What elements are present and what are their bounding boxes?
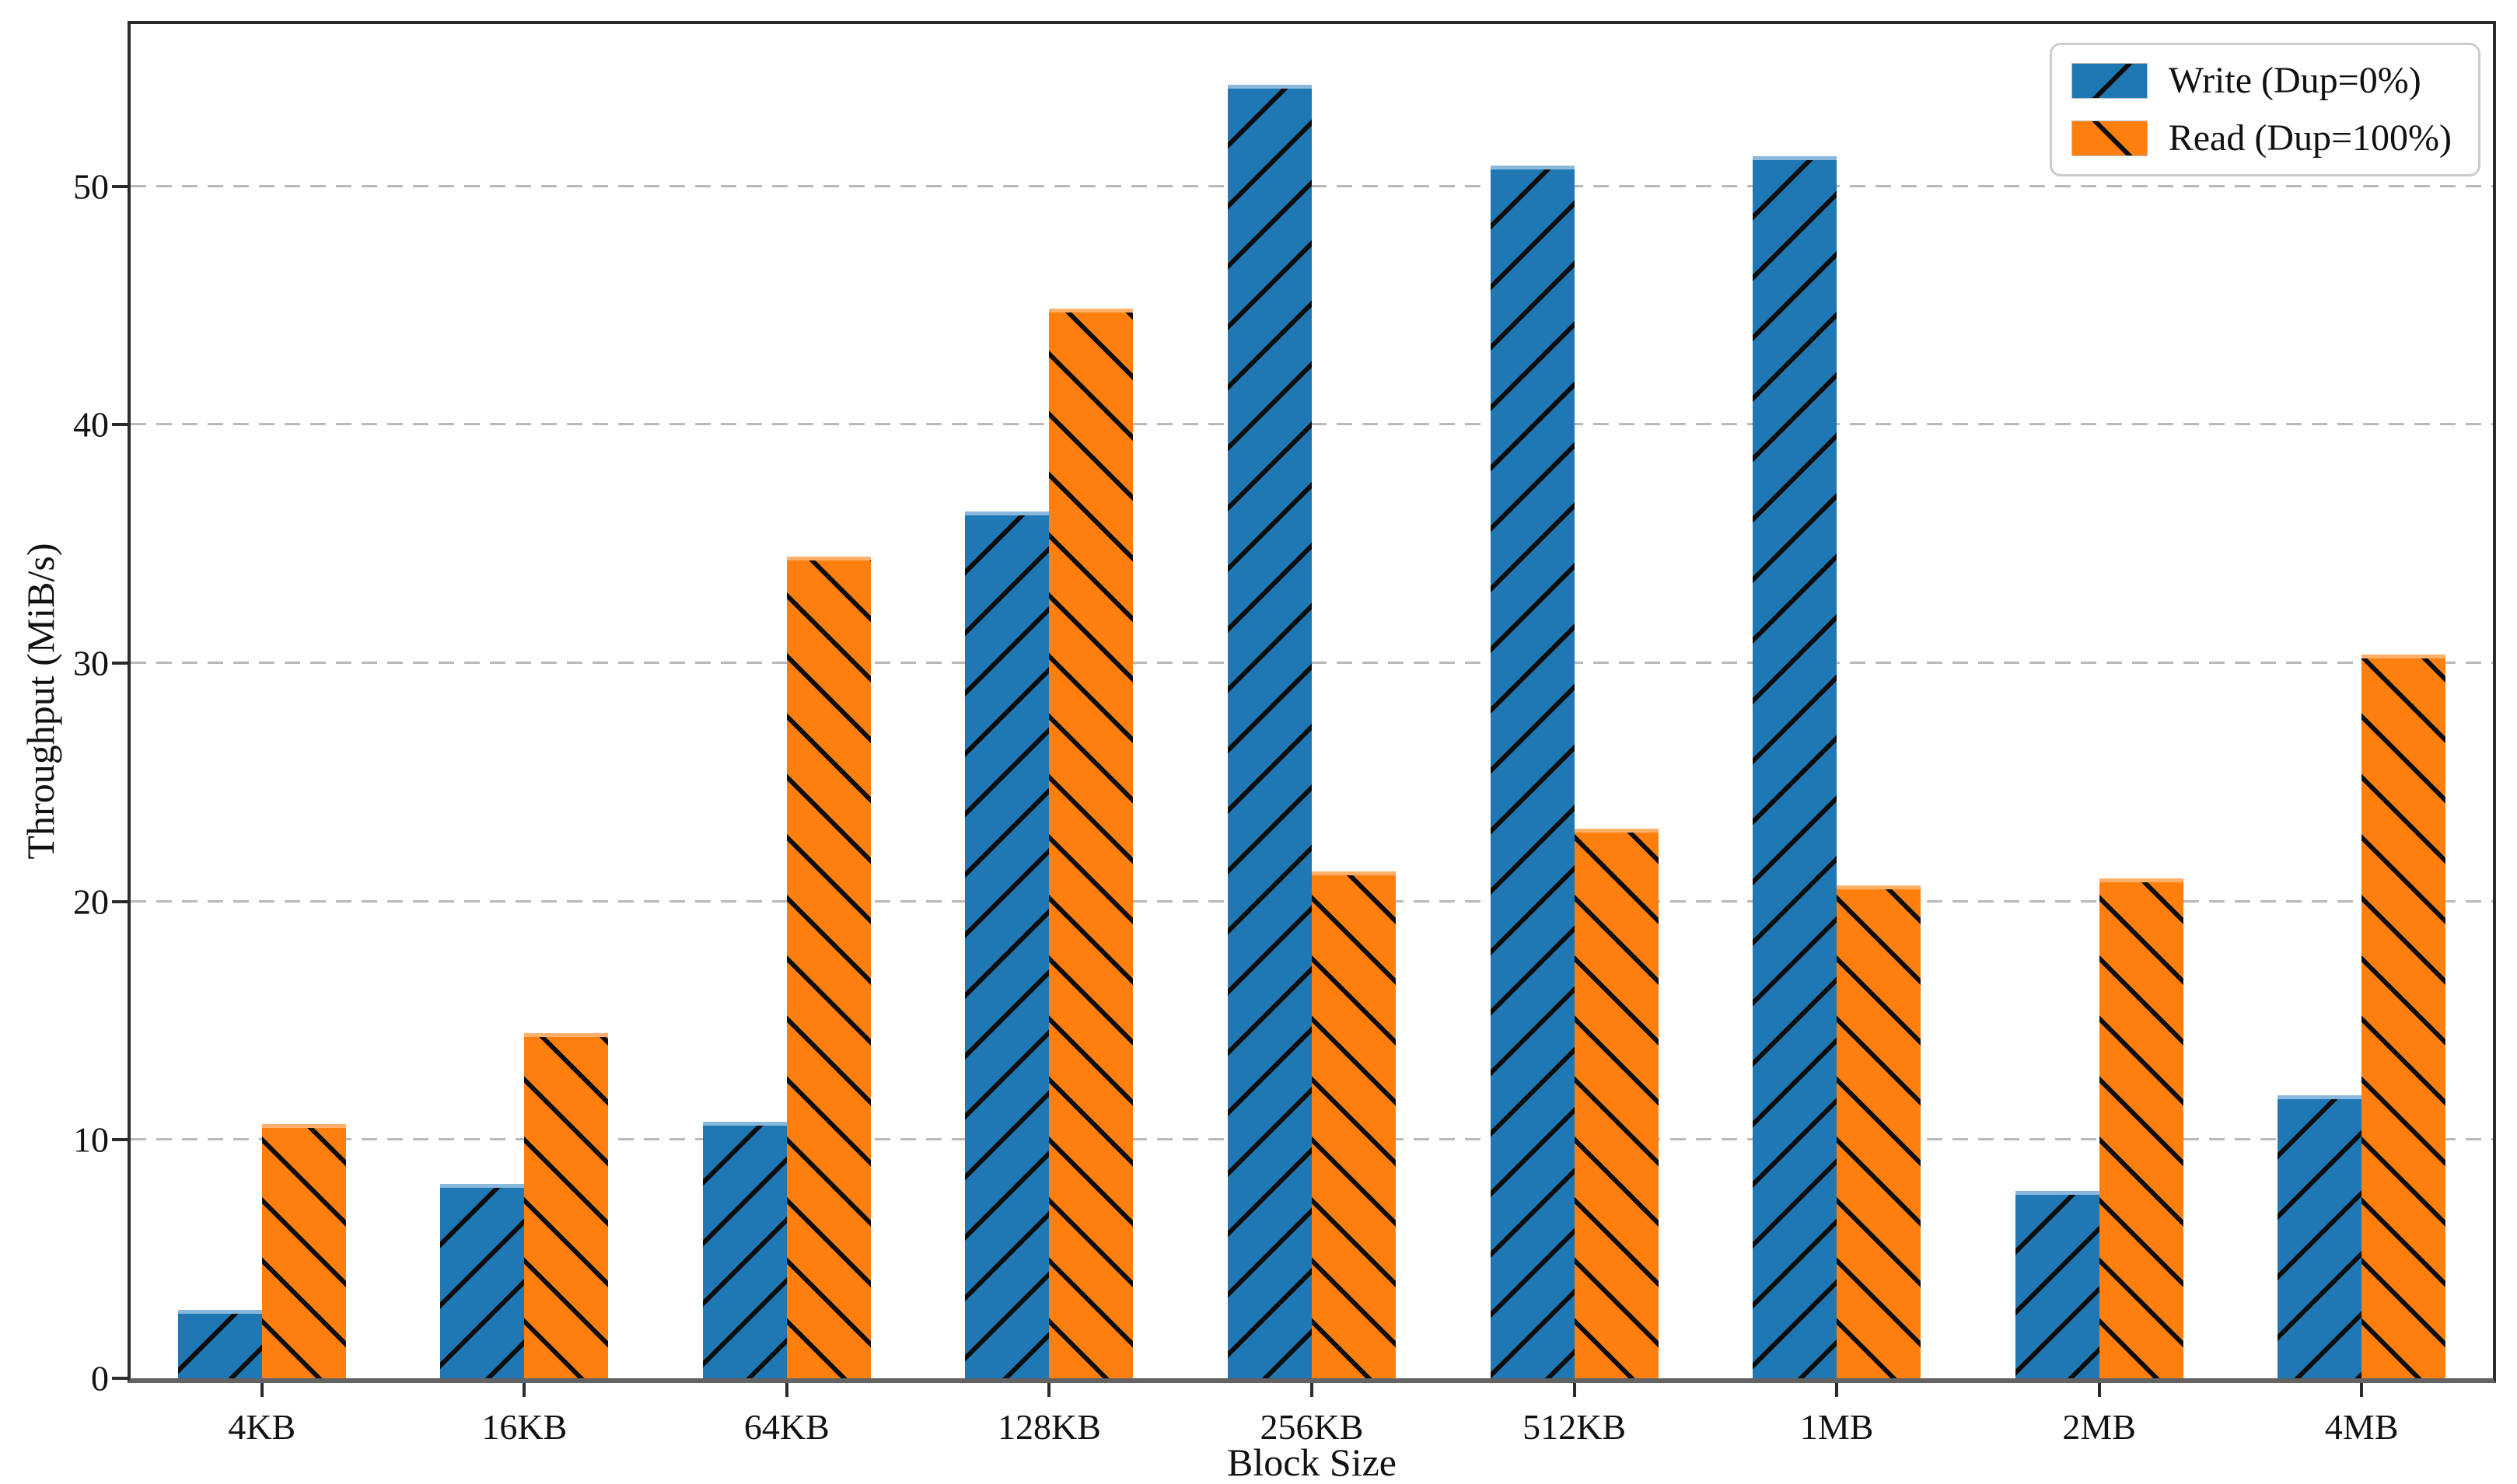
plot-area: Write (Dup=0%) Read (Dup=100%) [128, 21, 2496, 1383]
bar-read-128KB [1049, 309, 1134, 1378]
legend-label-write: Write (Dup=0%) [2168, 60, 2421, 101]
x-tick-mark [260, 1383, 264, 1397]
gridline-40 [131, 423, 2493, 426]
bar-write-16KB [440, 1184, 525, 1378]
x-tick-label-1MB: 1MB [1799, 1407, 1874, 1447]
y-tick-mark [112, 1138, 128, 1142]
legend-item-read: Read (Dup=100%) [2071, 117, 2452, 159]
x-tick-mark [1835, 1383, 1839, 1397]
x-tick-mark [2360, 1383, 2364, 1397]
gridline-30 [131, 661, 2493, 664]
legend-item-write: Write (Dup=0%) [2071, 60, 2452, 101]
x-tick-mark [1310, 1383, 1313, 1397]
y-tick-label-0: 0 [91, 1358, 109, 1398]
y-axis-label: Throughput (MiB/s) [19, 543, 62, 860]
y-tick-label-10: 10 [73, 1119, 109, 1160]
x-tick-mark [523, 1383, 526, 1397]
x-tick-label-256KB: 256KB [1260, 1407, 1364, 1447]
x-tick-mark [1572, 1383, 1576, 1397]
legend-swatch-read [2071, 120, 2148, 156]
bar-write-2MB [2015, 1191, 2099, 1378]
bar-write-4MB [2278, 1095, 2362, 1378]
bar-write-64KB [702, 1122, 787, 1378]
bar-write-256KB [1228, 85, 1312, 1378]
gridline-50 [131, 184, 2493, 187]
y-tick-label-30: 30 [73, 643, 109, 683]
x-tick-label-128KB: 128KB [997, 1407, 1101, 1447]
y-tick-mark [112, 899, 128, 903]
bar-read-256KB [1312, 871, 1396, 1378]
y-tick-label-40: 40 [73, 404, 109, 445]
bar-read-512KB [1574, 829, 1659, 1378]
bar-write-1MB [1753, 156, 1837, 1378]
x-tick-mark [1047, 1383, 1051, 1397]
bar-read-64KB [786, 557, 871, 1378]
x-axis-label: Block Size [1226, 1440, 1397, 1484]
bar-write-512KB [1490, 166, 1575, 1378]
x-tick-label-2MB: 2MB [2062, 1407, 2136, 1447]
bar-read-2MB [2099, 878, 2183, 1378]
legend: Write (Dup=0%) Read (Dup=100%) [2049, 43, 2480, 176]
bar-read-1MB [1837, 885, 1921, 1378]
x-tick-label-16KB: 16KB [481, 1407, 568, 1447]
x-tick-label-4KB: 4KB [228, 1407, 296, 1447]
x-tick-label-512KB: 512KB [1522, 1407, 1626, 1447]
x-tick-mark [785, 1383, 788, 1397]
bar-write-128KB [965, 512, 1050, 1378]
y-tick-mark [112, 184, 128, 188]
bar-write-4KB [177, 1310, 262, 1378]
x-tick-mark [2097, 1383, 2101, 1397]
bar-read-16KB [524, 1033, 609, 1378]
x-tick-label-4MB: 4MB [2324, 1407, 2399, 1447]
y-tick-label-50: 50 [73, 166, 109, 207]
legend-swatch-write [2071, 63, 2148, 99]
bar-read-4KB [261, 1124, 346, 1378]
x-tick-label-64KB: 64KB [743, 1407, 830, 1447]
y-tick-mark [112, 423, 128, 427]
bar-read-4MB [2361, 655, 2446, 1378]
y-tick-mark [112, 661, 128, 665]
y-tick-label-20: 20 [73, 882, 109, 922]
y-tick-mark [112, 1377, 128, 1380]
legend-label-read: Read (Dup=100%) [2168, 117, 2452, 159]
